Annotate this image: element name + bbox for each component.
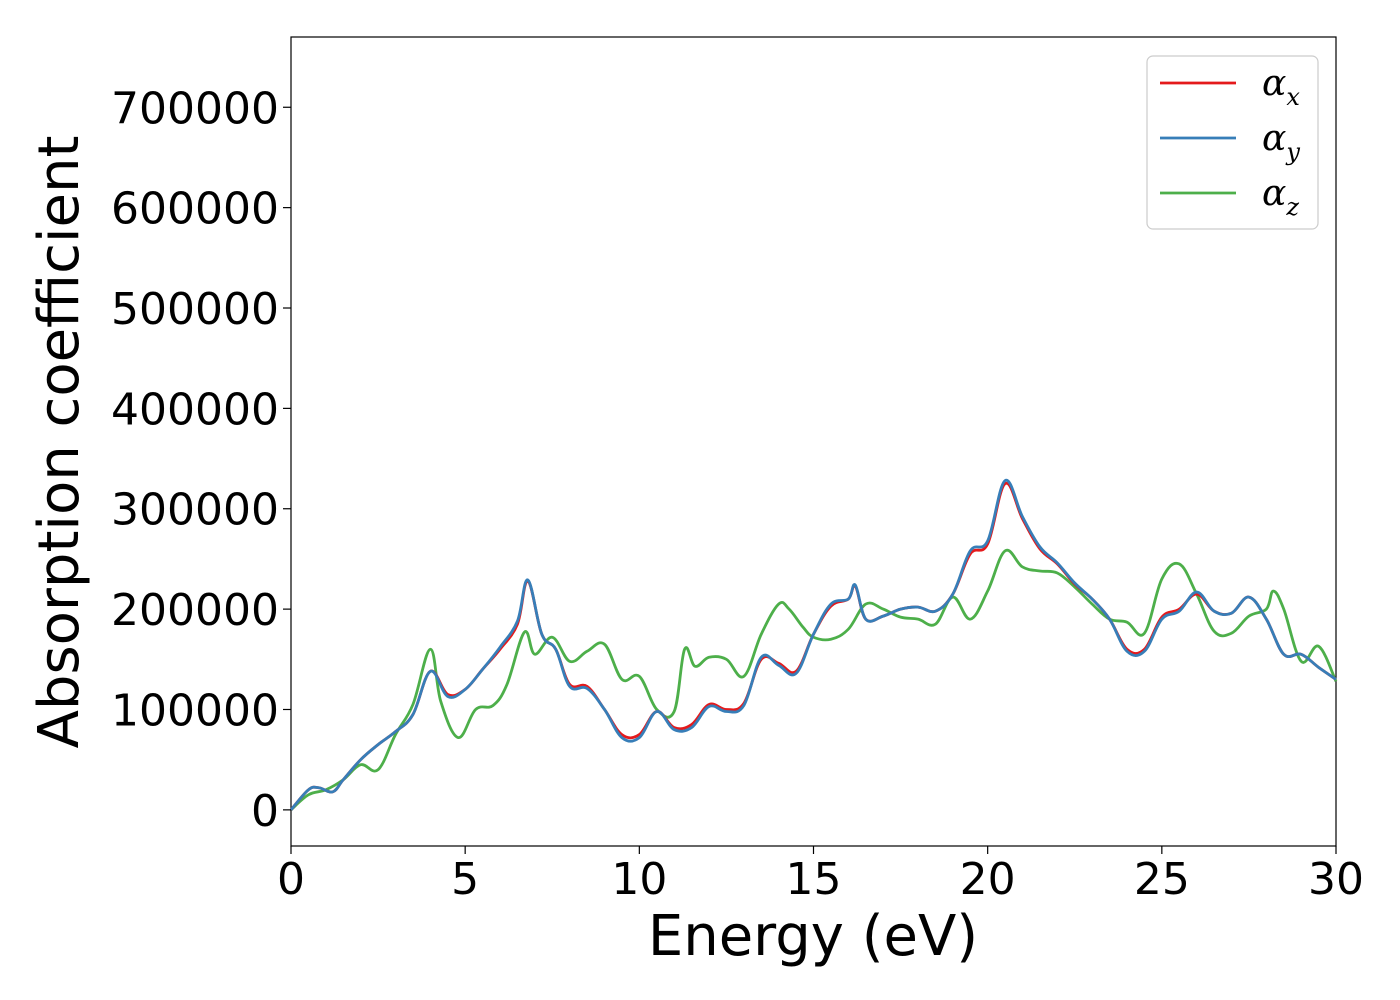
series-layer xyxy=(289,479,1338,811)
y-tick-label: 400000 xyxy=(111,384,279,435)
y-tick-label: 200000 xyxy=(111,585,279,636)
legend-label-z: αz xyxy=(1262,173,1299,221)
legend: αx αy αz xyxy=(1146,55,1319,230)
x-tick-label: 10 xyxy=(611,854,667,905)
x-tick-label: 5 xyxy=(451,854,479,905)
series-line-z xyxy=(290,548,1338,811)
legend-box xyxy=(1146,55,1319,230)
y-tick-label: 700000 xyxy=(111,83,279,134)
x-tick-label: 25 xyxy=(1134,854,1190,905)
y-tick-label: 600000 xyxy=(111,184,279,235)
legend-label-y: αy xyxy=(1262,118,1300,166)
x-tick-label: 30 xyxy=(1308,854,1364,905)
x-tick-label: 15 xyxy=(786,854,842,905)
y-tick-label: 500000 xyxy=(111,284,279,335)
y-tick-label: 300000 xyxy=(111,485,279,536)
x-axis-ticks: 0 5 10 15 20 25 30 xyxy=(277,846,1364,905)
x-axis-label: Energy (eV) xyxy=(648,904,978,969)
y-tick-label: 0 xyxy=(251,786,279,837)
y-axis-ticks: 0 100000 200000 300000 400000 500000 600000 700… xyxy=(111,83,291,837)
y-axis-label: Absorption coefficient xyxy=(27,136,92,749)
y-tick-label: 100000 xyxy=(111,685,279,736)
series-line-y xyxy=(289,479,1337,811)
legend-label-x: αx xyxy=(1262,63,1300,111)
x-tick-label: 20 xyxy=(960,854,1016,905)
x-tick-label: 0 xyxy=(277,854,305,905)
